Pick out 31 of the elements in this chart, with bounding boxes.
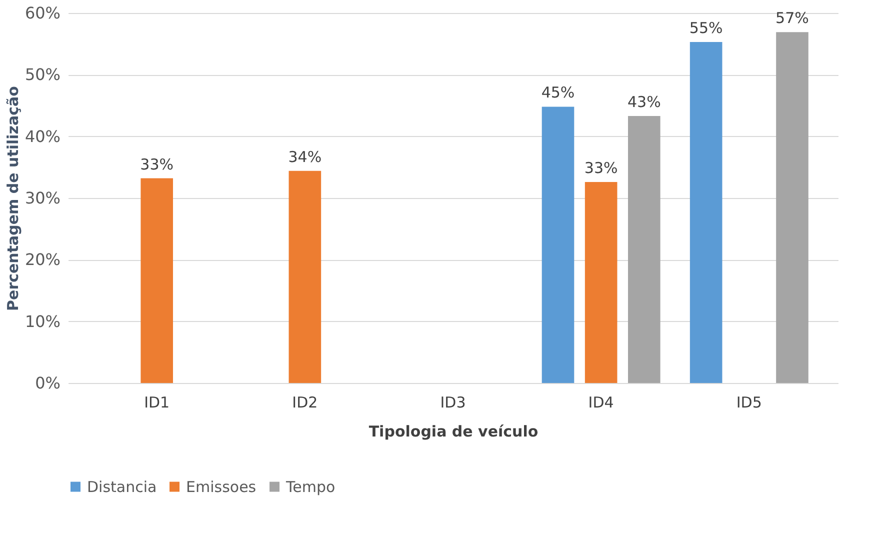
x-tick-label: ID2 [292, 394, 318, 412]
legend-label: Distancia [87, 478, 157, 496]
data-label: 57% [776, 9, 809, 28]
bar [628, 116, 660, 383]
y-tick-label: 50% [24, 65, 60, 84]
bar [584, 182, 618, 383]
y-tick-label: 30% [24, 188, 60, 208]
legend-label: Tempo [285, 478, 336, 496]
bar [288, 170, 322, 383]
data-label: 55% [689, 18, 723, 37]
legend-label: Emissoes [186, 478, 256, 496]
x-tick-label: ID4 [588, 394, 614, 412]
y-tick-label: 10% [24, 312, 60, 331]
x-tick-label: ID5 [736, 394, 762, 412]
y-axis-title: Percentagem de utilização [4, 86, 22, 311]
data-label: 33% [140, 155, 174, 174]
bar [776, 32, 808, 383]
x-tick-label: ID3 [440, 394, 466, 412]
x-tick-label: ID1 [144, 394, 170, 412]
y-tick-label: 60% [24, 4, 60, 22]
y-tick-label: 20% [24, 250, 60, 270]
y-tick-label: 40% [24, 126, 60, 146]
data-label: 45% [541, 84, 575, 102]
bar [140, 178, 173, 383]
x-axis-title: Tipologia de veículo [368, 422, 538, 440]
data-label: 34% [288, 148, 322, 166]
y-tick-label: 0% [35, 374, 60, 392]
bar [690, 42, 722, 383]
data-label: 43% [627, 92, 661, 111]
bar [542, 106, 574, 383]
data-label: 33% [584, 158, 618, 177]
